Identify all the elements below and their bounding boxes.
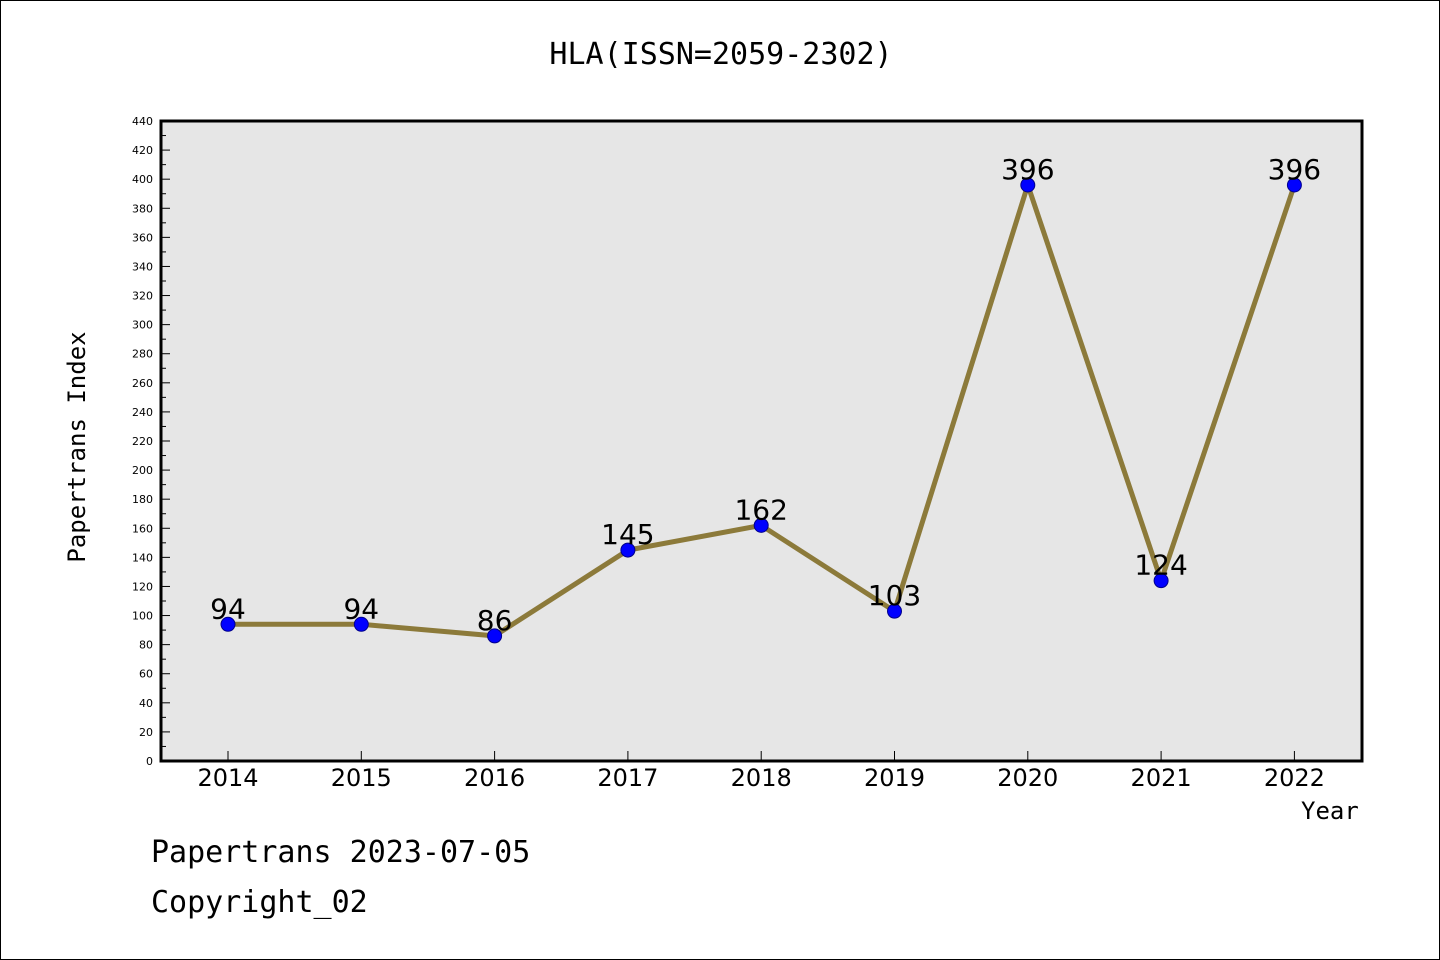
y-tick-label: 280	[132, 348, 153, 361]
plot-area	[159, 119, 1364, 763]
data-point-marker	[753, 517, 769, 533]
data-label: 94	[210, 592, 246, 625]
data-label: 396	[1001, 153, 1054, 186]
data-label: 86	[477, 604, 513, 637]
y-tick-label: 120	[132, 580, 153, 593]
y-tick-label: 100	[132, 610, 153, 623]
x-tick-label: 2022	[1264, 764, 1325, 792]
data-point-marker	[487, 628, 503, 644]
data-label: 145	[601, 518, 654, 551]
y-tick-label: 300	[132, 319, 153, 332]
y-tick-label: 320	[132, 290, 153, 303]
y-tick-label: 260	[132, 377, 153, 390]
y-tick-label: 0	[146, 755, 153, 768]
y-tick-label: 220	[132, 435, 153, 448]
y-axis-label: Papertrans Index	[63, 331, 91, 563]
footer-date: Papertrans 2023-07-05	[151, 835, 531, 870]
x-tick-label: 2019	[864, 764, 925, 792]
data-point-marker	[1153, 573, 1169, 589]
x-tick-label: 2017	[597, 764, 658, 792]
y-tick-label: 160	[132, 522, 153, 535]
data-point-marker	[887, 603, 902, 619]
x-tick-label: 2021	[1131, 764, 1192, 792]
data-label-layer: 94 94 86 145 162 103 396 124 396	[210, 153, 1321, 637]
y-tick-label: 20	[139, 726, 153, 739]
y-tick-label: 180	[132, 493, 153, 506]
y-tick-label: 440	[132, 115, 153, 128]
series-layer	[220, 176, 1302, 644]
data-point-marker	[1286, 177, 1302, 193]
data-point-marker	[220, 616, 236, 632]
data-point-marker	[620, 542, 636, 558]
data-label: 124	[1134, 549, 1187, 582]
y-tick-label: 400	[132, 173, 153, 186]
y-tick-label: 380	[132, 202, 153, 215]
x-tick-label: 2014	[197, 764, 258, 792]
data-point-marker	[353, 616, 369, 632]
data-label: 103	[868, 579, 921, 612]
x-tick-label: 2018	[731, 764, 792, 792]
data-label: 94	[343, 592, 379, 625]
y-tick-label: 60	[139, 668, 153, 681]
y-tick-label: 140	[132, 551, 153, 564]
y-tick-label: 240	[132, 406, 153, 419]
y-axis: 0 20 40 60 80 100 120 140 160 180 200 220 240 260 280 3…	[132, 115, 170, 768]
y-tick-label: 200	[132, 464, 153, 477]
x-axis: 2014 2015 2016 2017 2018 2019 2020 2021 2022	[197, 751, 1325, 792]
footer-copyright: Copyright_02	[151, 885, 368, 920]
x-tick-label: 2016	[464, 764, 525, 792]
chart-title: HLA(ISSN=2059-2302)	[549, 37, 893, 72]
y-tick-label: 420	[132, 144, 153, 157]
y-tick-label: 360	[132, 231, 153, 244]
data-label: 396	[1268, 153, 1321, 186]
x-axis-label: Year	[1301, 797, 1359, 825]
x-tick-label: 2020	[997, 764, 1058, 792]
data-point-marker	[1020, 177, 1036, 193]
y-tick-label: 80	[139, 639, 153, 652]
y-tick-label: 40	[139, 697, 153, 710]
y-tick-label: 340	[132, 260, 153, 273]
data-label: 162	[734, 493, 787, 526]
x-tick-label: 2015	[331, 764, 392, 792]
